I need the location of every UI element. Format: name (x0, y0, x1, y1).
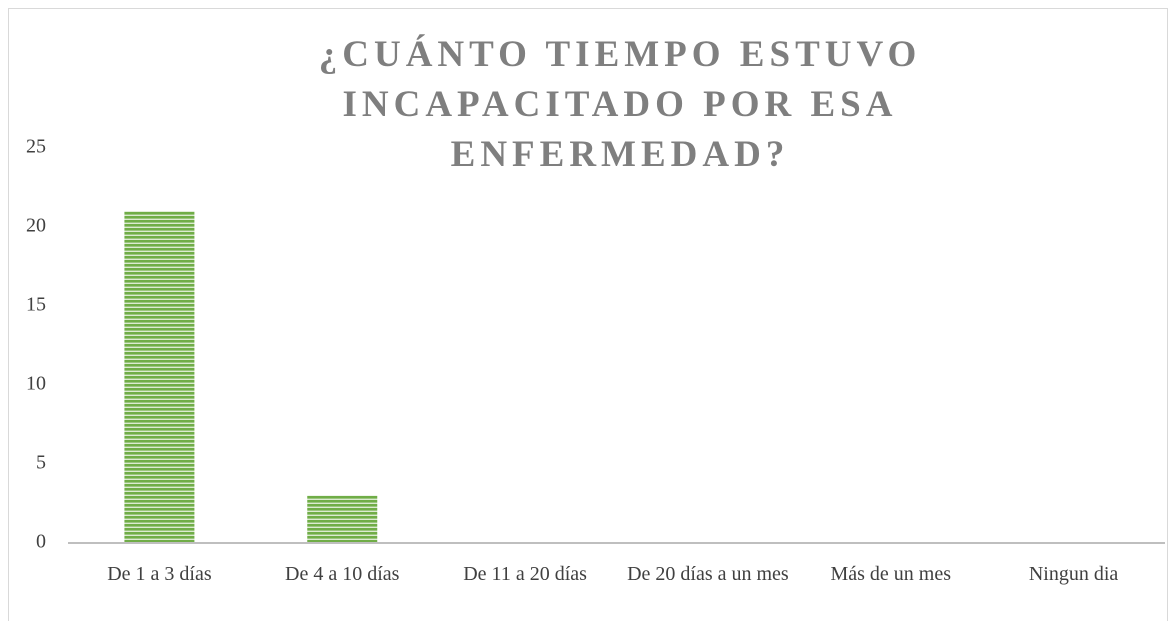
chart-title: ¿CUÁNTO TIEMPO ESTUVO INCAPACITADO POR E… (318, 34, 922, 175)
x-tick-label: De 4 a 10 días (285, 563, 400, 585)
y-tick-label: 10 (26, 373, 46, 395)
x-tick-label: De 20 días a un mes (627, 563, 789, 585)
chart-frame (8, 8, 1168, 621)
y-tick-label: 20 (26, 215, 46, 237)
y-tick-label: 0 (36, 531, 46, 553)
y-tick-label: 15 (26, 294, 46, 316)
x-tick-label: Ningun dia (1028, 563, 1119, 585)
x-tick-label: Más de un mes (830, 563, 952, 585)
bar (124, 211, 195, 543)
x-tick-label: De 11 a 20 días (463, 563, 587, 585)
x-tick-label: De 1 a 3 días (107, 563, 212, 585)
y-tick-label: 25 (26, 136, 46, 158)
bar (307, 495, 378, 543)
y-tick-label: 5 (36, 452, 46, 474)
